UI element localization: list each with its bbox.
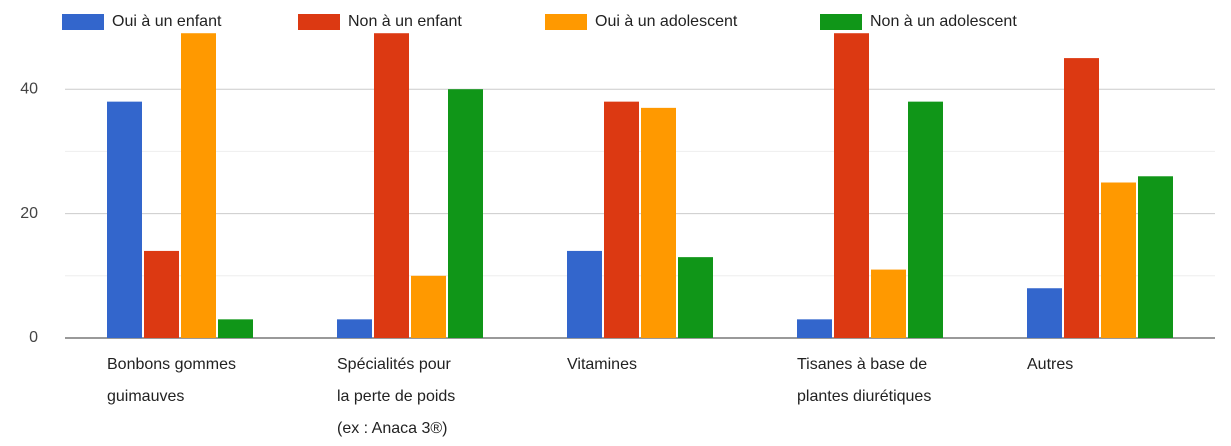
legend-swatch <box>820 14 862 30</box>
legend-label: Non à un adolescent <box>870 13 1017 30</box>
bar <box>641 107 676 338</box>
legend-label: Oui à un adolescent <box>595 13 738 30</box>
x-tick-label: Spécialités pour la perte de poids (ex : A… <box>337 356 455 437</box>
x-tick-label: Bonbons gommes guimauves <box>107 356 236 405</box>
bar <box>107 101 142 338</box>
legend-label: Oui à un enfant <box>112 13 222 30</box>
bar <box>448 89 483 338</box>
y-tick-label: 20 <box>20 205 38 222</box>
x-tick-label: Tisanes à base de plantes diurétiques <box>797 356 931 405</box>
bar <box>797 319 832 338</box>
bar <box>218 319 253 338</box>
legend-swatch <box>545 14 587 30</box>
bar <box>181 33 216 338</box>
bar <box>1064 58 1099 338</box>
bar <box>567 250 602 338</box>
x-tick-label: Autres <box>1027 356 1073 373</box>
bar <box>374 33 409 338</box>
y-tick-label: 40 <box>20 80 38 97</box>
bar <box>834 33 869 338</box>
x-tick-label: Vitamines <box>567 356 637 373</box>
bar <box>144 250 179 338</box>
bar <box>871 269 906 338</box>
bar <box>604 101 639 338</box>
bar <box>411 275 446 338</box>
bar <box>1027 288 1062 338</box>
bar <box>1138 176 1173 338</box>
bar <box>678 257 713 338</box>
bar <box>337 319 372 338</box>
bar <box>1101 182 1136 338</box>
legend-label: Non à un enfant <box>348 13 462 30</box>
legend-swatch <box>62 14 104 30</box>
bar <box>908 101 943 338</box>
legend-swatch <box>298 14 340 30</box>
y-tick-label: 0 <box>29 329 38 346</box>
